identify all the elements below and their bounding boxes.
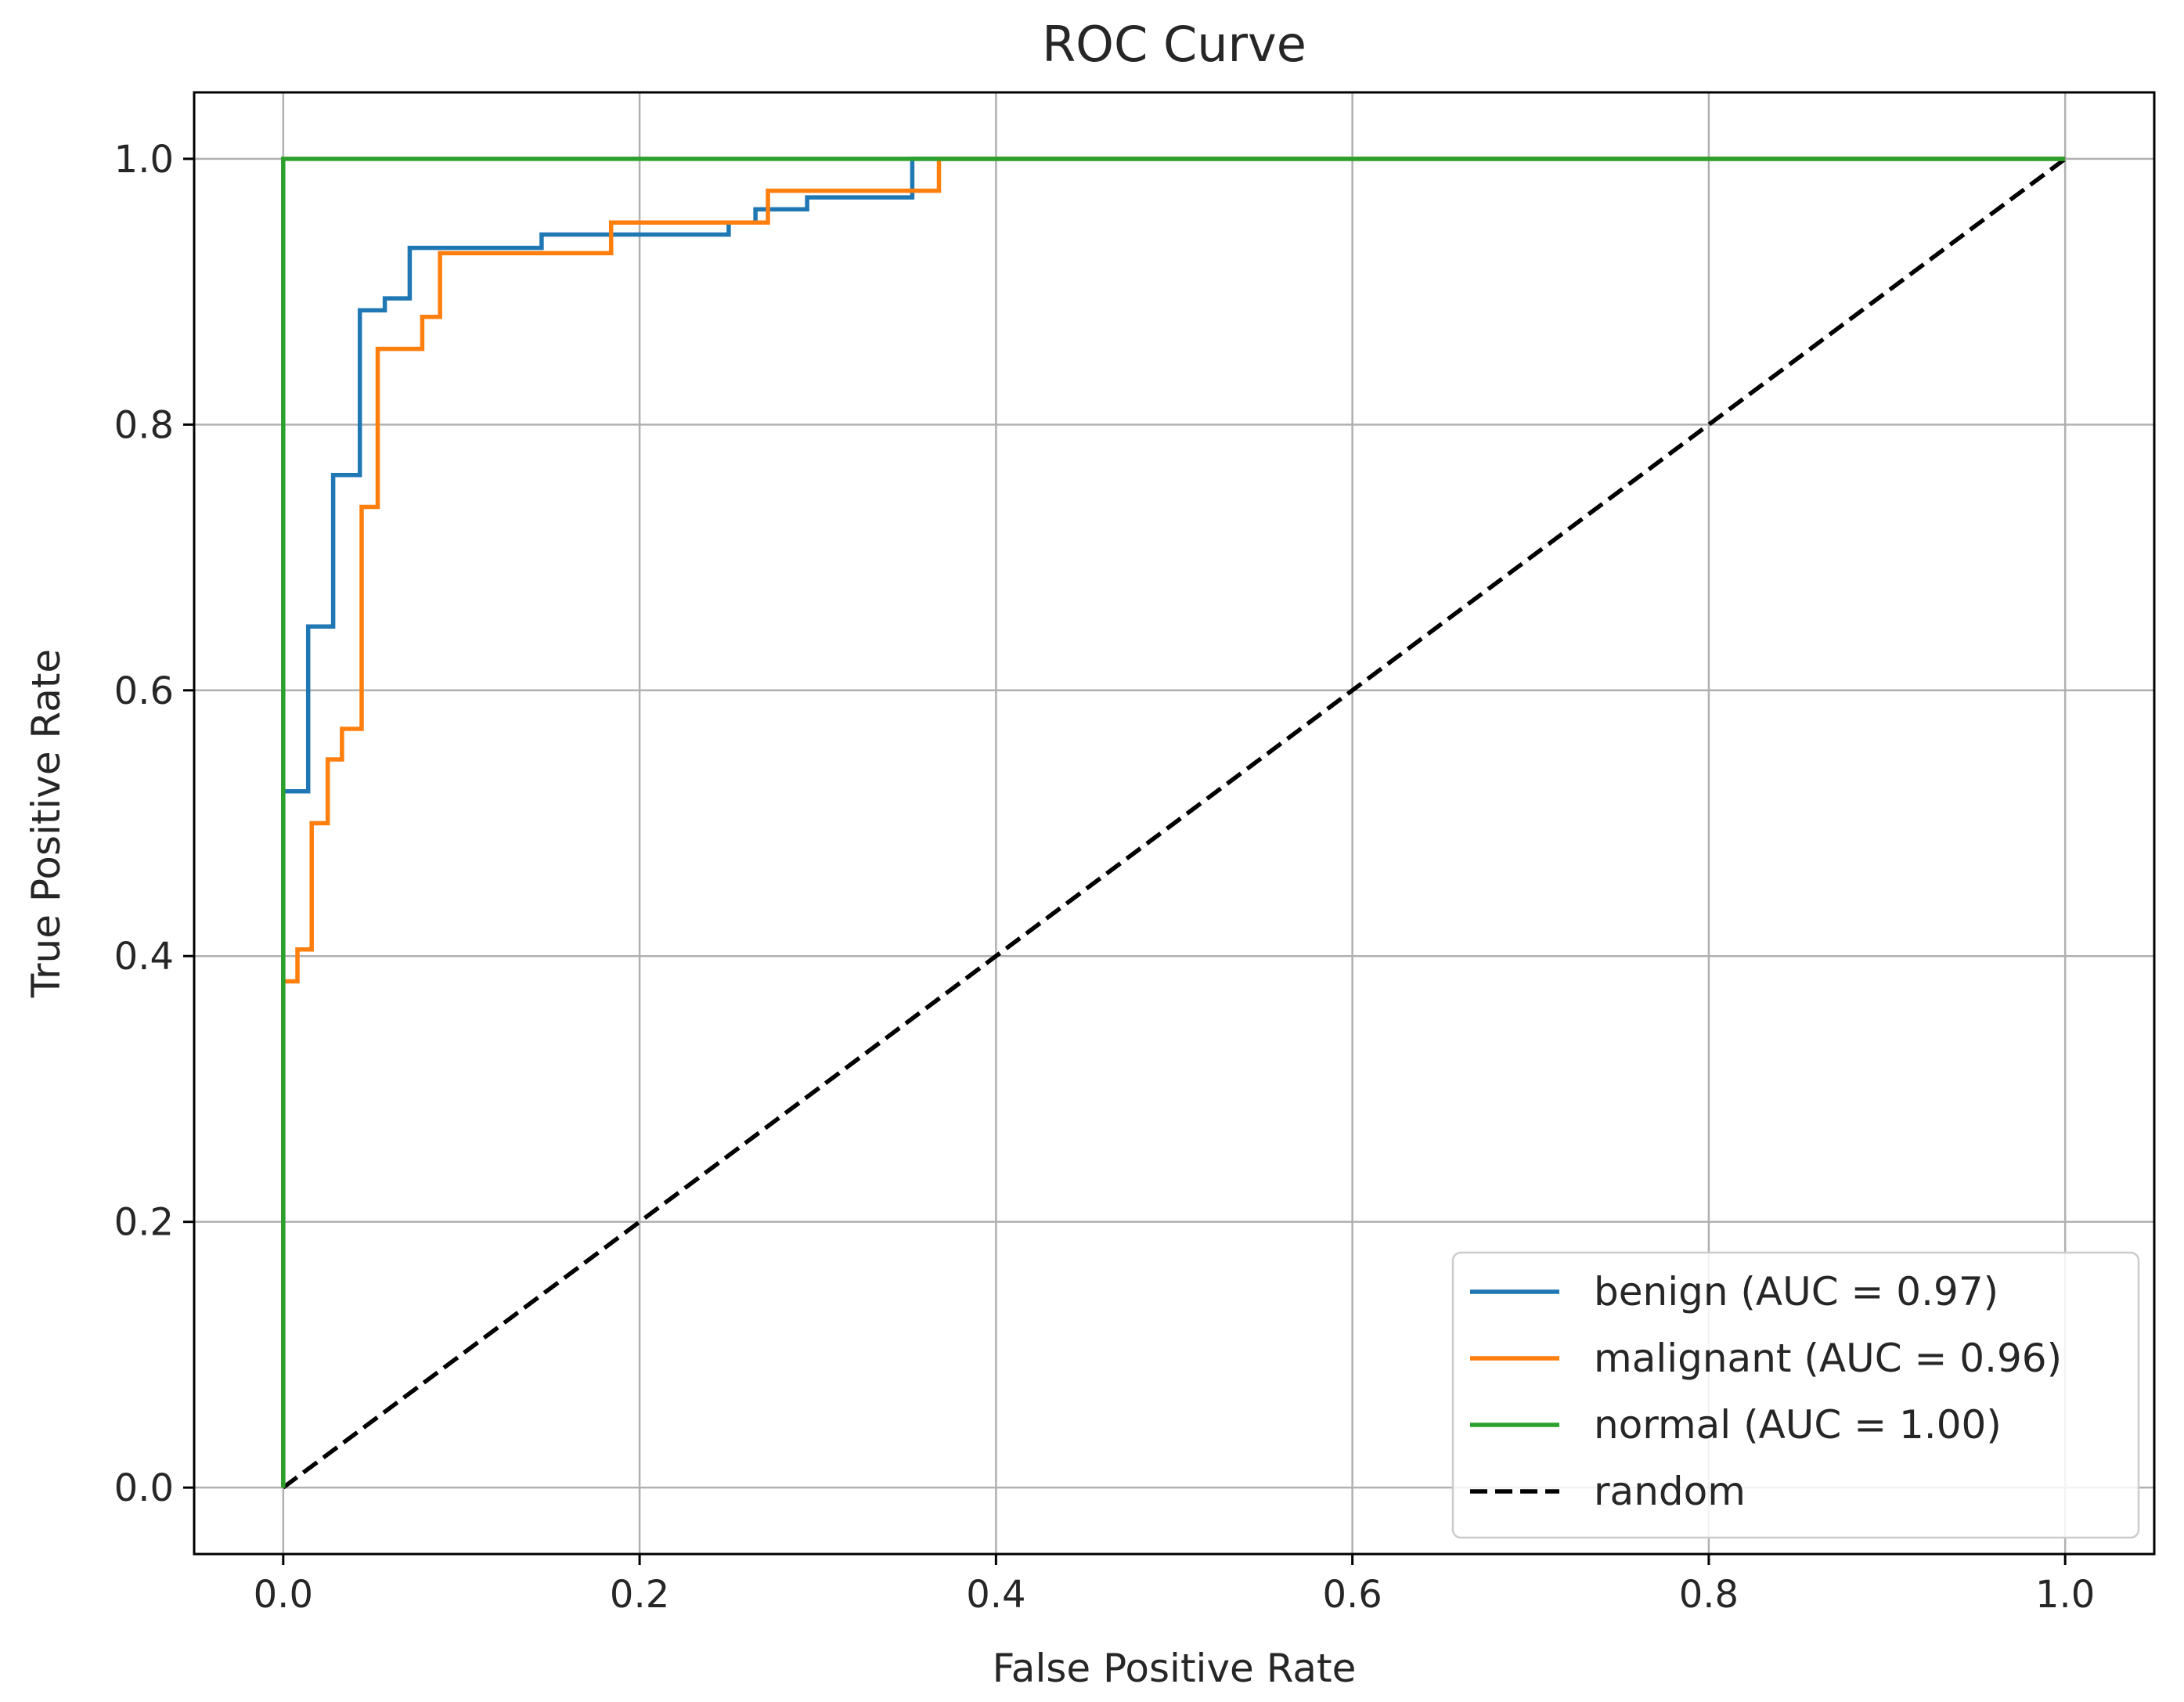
legend-label-random: random	[1594, 1469, 1746, 1514]
y-axis-label: True Positive Rate	[23, 649, 69, 998]
x-tick-label: 1.0	[2035, 1573, 2095, 1617]
legend-label-normal: normal (AUC = 1.00)	[1594, 1402, 2002, 1448]
series-layer	[281, 157, 2067, 1490]
x-axis-label: False Positive Rate	[993, 1646, 1357, 1691]
series-line-malignant	[281, 157, 2066, 1488]
series-line-normal	[281, 157, 2066, 1488]
series-line-random	[282, 157, 2067, 1490]
legend-box	[1451, 1251, 2140, 1539]
x-tick-label: 0.2	[610, 1573, 669, 1617]
legend-label-malignant: malignant (AUC = 0.96)	[1594, 1336, 2062, 1381]
y-tick-label: 0.2	[114, 1201, 174, 1245]
legend: benign (AUC = 0.97) malignant (AUC = 0.96…	[1451, 1251, 2140, 1539]
y-tick-label: 0.6	[114, 669, 174, 713]
y-tick-label: 0.8	[114, 403, 174, 447]
x-tick-label: 0.6	[1322, 1573, 1382, 1617]
y-tick-label: 0.0	[114, 1466, 174, 1510]
series-line-benign	[281, 157, 2066, 1488]
x-tick-label: 0.0	[254, 1573, 313, 1617]
legend-label-benign: benign (AUC = 0.97)	[1594, 1269, 1998, 1314]
y-tick-label: 1.0	[114, 138, 174, 182]
plot-frame	[193, 91, 2156, 1556]
x-tick-label: 0.8	[1679, 1573, 1739, 1617]
chart-title: ROC Curve	[1042, 16, 1306, 73]
x-tick-label: 0.4	[966, 1573, 1025, 1617]
axis-ticks: 0.0 0.2 0.4 0.6 0.8 1.0 0.0 0.2 0.4 0.6 0.8 1.0	[114, 138, 2096, 1617]
y-tick-label: 0.4	[114, 935, 174, 979]
